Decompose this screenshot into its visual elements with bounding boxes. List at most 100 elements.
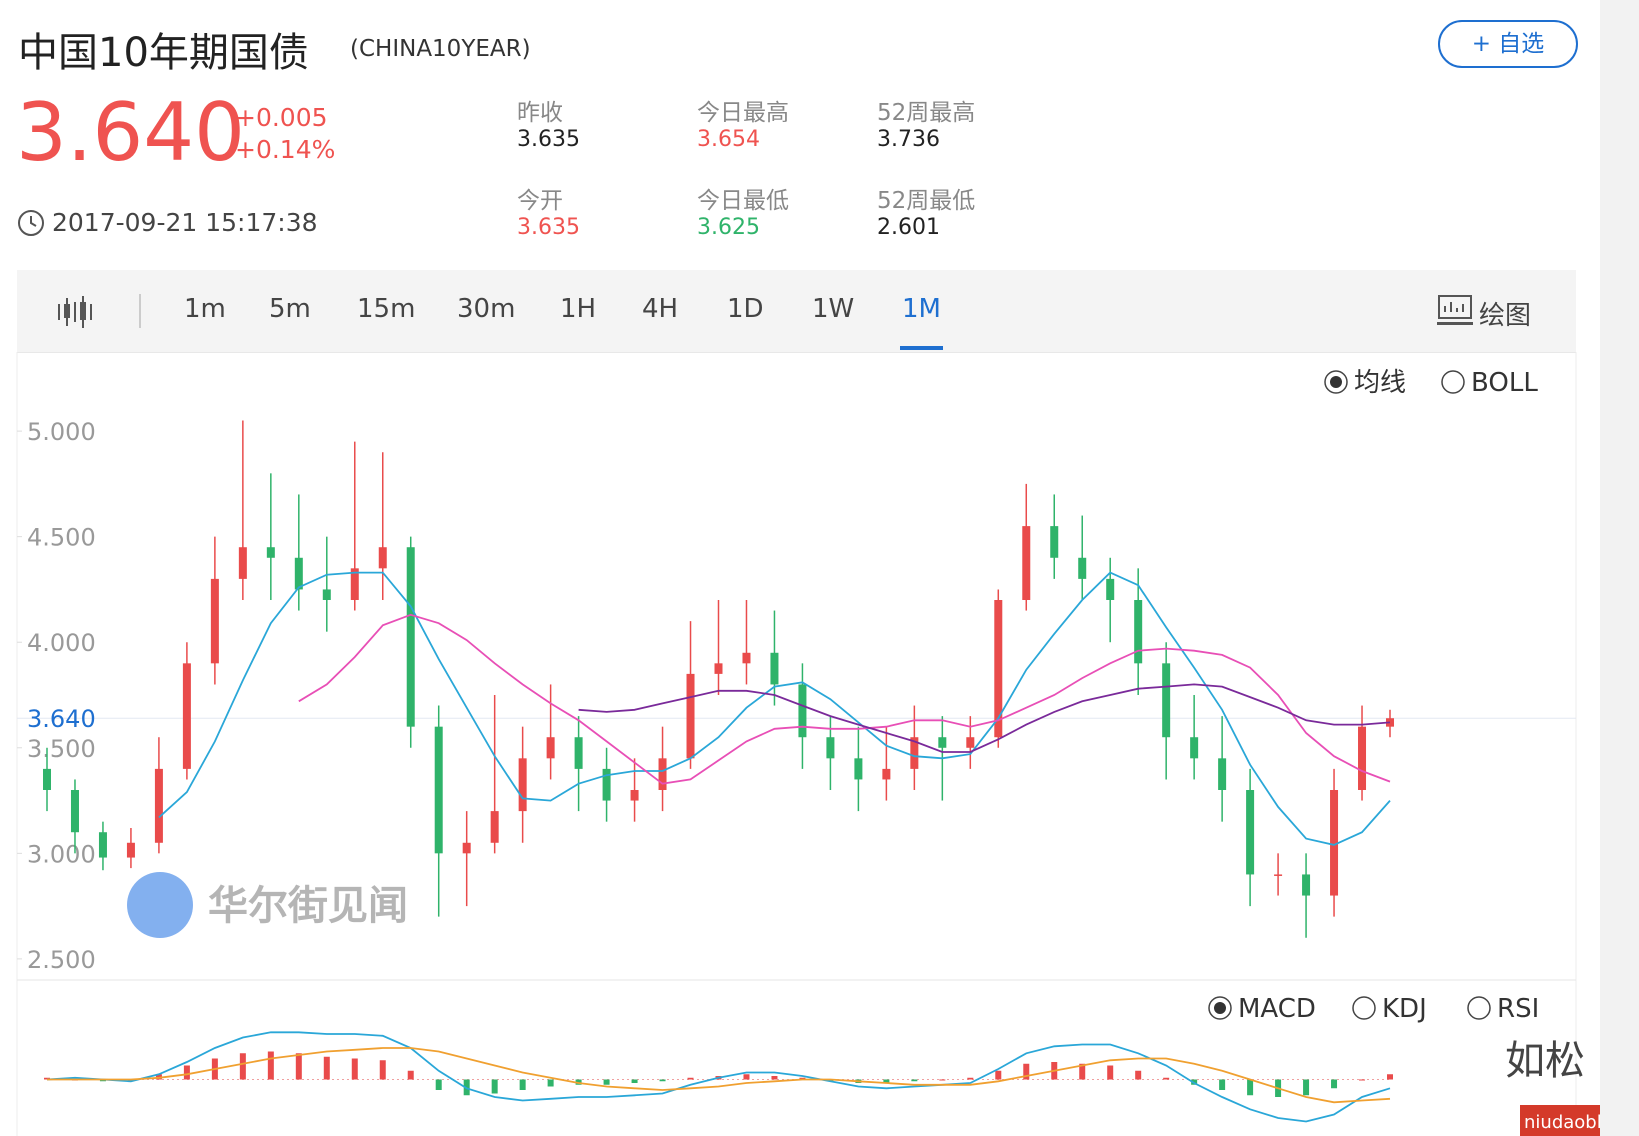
candle-body <box>1134 600 1143 664</box>
macd-bar <box>239 1053 246 1080</box>
last-price-label: 3.640 <box>27 705 96 733</box>
candle-body <box>630 790 639 801</box>
radio-label[interactable]: KDJ <box>1382 994 1427 1024</box>
candle-body <box>798 684 807 738</box>
draw-icon[interactable] <box>1437 294 1473 328</box>
stat-label: 昨收 <box>517 100 563 126</box>
macd-bar <box>295 1053 302 1080</box>
chart: 华尔街见闻 均线 BOLL MACD KDJ RSI 5.000 4.500 4.000 3.50… <box>16 352 1639 1136</box>
scrollbar <box>1600 0 1639 1136</box>
candle-body <box>182 663 191 769</box>
macd-bar <box>1219 1079 1226 1090</box>
candle-body <box>98 832 107 858</box>
timeframe-tab[interactable]: 1D <box>727 294 764 324</box>
corner-text: 如松 <box>1505 1038 1585 1084</box>
candle-body <box>1078 557 1087 579</box>
candle-body <box>574 737 583 769</box>
candle-body <box>826 737 835 759</box>
timeframe-tab[interactable]: 5m <box>269 294 311 324</box>
macd-bar <box>1303 1079 1310 1096</box>
candle-body <box>1050 526 1059 558</box>
candle-body <box>966 737 975 748</box>
macd-line <box>47 1047 1391 1104</box>
macd-bar <box>911 1079 918 1082</box>
timeframe-tab[interactable]: 1m <box>184 294 226 324</box>
macd-bar <box>351 1058 358 1080</box>
candle-body <box>210 578 219 664</box>
radio-label[interactable]: RSI <box>1497 994 1539 1024</box>
macd-bar <box>379 1060 386 1080</box>
stat-label: 52周最低 <box>877 188 976 214</box>
macd-bar <box>687 1077 694 1080</box>
radio[interactable] <box>1441 370 1465 394</box>
candle-body <box>1218 758 1227 790</box>
draw-button[interactable]: 绘图 <box>1479 301 1532 331</box>
candle-body <box>434 726 443 854</box>
candle-body <box>1162 663 1171 738</box>
macd-bar <box>267 1051 274 1080</box>
timestamp: 2017-09-21 15:17:38 <box>52 208 318 237</box>
candle-body <box>1190 737 1199 759</box>
timeframe-tab[interactable]: 1M <box>902 294 941 324</box>
stat-value: 3.625 <box>697 215 760 240</box>
candle-body <box>294 557 303 590</box>
candle-body <box>854 758 863 780</box>
candle-body <box>490 811 499 843</box>
timeframe-tab[interactable]: 1H <box>560 294 597 324</box>
separator <box>139 294 141 328</box>
radio-dot <box>1330 376 1342 388</box>
macd-bar <box>155 1074 162 1080</box>
watermark-logo <box>127 872 193 938</box>
macd-bar <box>547 1079 554 1087</box>
stat-label: 52周最高 <box>877 100 976 126</box>
candle-icon[interactable] <box>55 294 95 330</box>
macd-bar <box>1079 1063 1086 1080</box>
candle-body <box>1106 578 1115 600</box>
radio[interactable] <box>1467 996 1491 1020</box>
toolbar: 1m 5m 15m 30m 1H 4H 1D 1W 1M 绘图 <box>17 270 1576 353</box>
macd-bar <box>1023 1063 1030 1080</box>
radio-dot <box>1214 1002 1226 1014</box>
ma-line <box>298 613 1391 785</box>
y-tick-label: 5.000 <box>27 418 96 446</box>
timeframe-tab[interactable]: 30m <box>457 294 516 324</box>
candle-body <box>350 568 359 600</box>
add-watchlist-button[interactable]: + 自选 <box>1438 20 1578 68</box>
candle-body <box>994 600 1003 738</box>
candle-body <box>882 768 891 780</box>
radio-label[interactable]: 均线 <box>1354 368 1406 398</box>
y-tick-label: 3.500 <box>27 735 96 763</box>
candle-body <box>1358 726 1367 790</box>
macd-bar <box>995 1070 1002 1080</box>
macd-bar <box>1247 1079 1254 1096</box>
active-underline <box>900 346 943 350</box>
macd-bar <box>1359 1079 1366 1081</box>
candle-body <box>910 737 919 769</box>
candle-body <box>770 652 779 685</box>
macd-bar <box>631 1079 638 1083</box>
macd-bar <box>967 1077 974 1080</box>
macd-bar <box>771 1076 778 1080</box>
timeframe-tab[interactable]: 15m <box>357 294 416 324</box>
radio-label[interactable]: MACD <box>1238 994 1316 1024</box>
timeframe-tab[interactable]: 1W <box>812 294 855 324</box>
stat-value: 3.736 <box>877 127 940 152</box>
stat-value: 3.635 <box>517 127 580 152</box>
candle-body <box>406 547 415 727</box>
macd-bar <box>1387 1074 1393 1080</box>
candle-body <box>462 842 471 854</box>
macd-line <box>46 1031 1391 1123</box>
macd-bar <box>1163 1077 1170 1080</box>
timeframe-tab[interactable]: 4H <box>642 294 679 324</box>
macd-bar <box>743 1074 750 1080</box>
candle-body <box>518 758 527 812</box>
stat-value: 3.654 <box>697 127 760 152</box>
radio[interactable] <box>1352 996 1376 1020</box>
radio-label[interactable]: BOLL <box>1471 368 1538 398</box>
candle-body <box>742 652 751 664</box>
macd-bar <box>939 1079 946 1081</box>
y-tick-label: 2.500 <box>27 946 96 974</box>
change: +0.005 <box>235 103 328 132</box>
candle-body <box>238 547 247 579</box>
